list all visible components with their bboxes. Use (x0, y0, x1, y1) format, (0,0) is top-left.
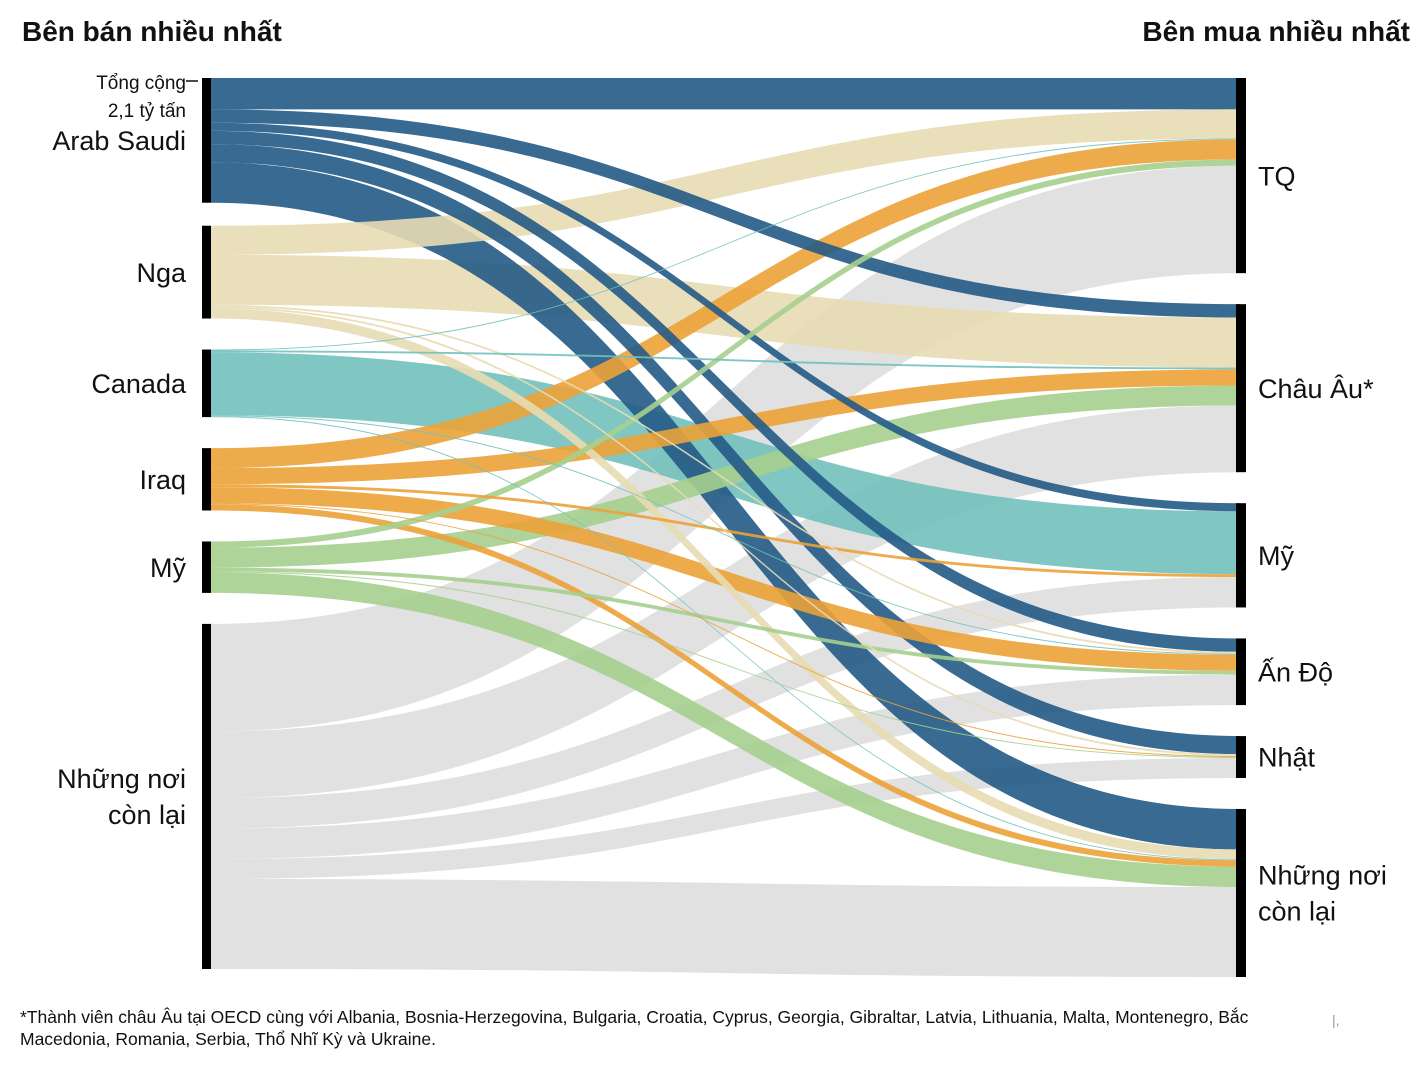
target-label-my: Mỹ (1258, 541, 1294, 571)
chart-title-left: Bên bán nhiều nhất (22, 16, 282, 47)
source-label-nga: Nga (136, 258, 187, 288)
label-layer: Arab Saudi Nga Canada Iraq Mỹ Những nơi còn lạ… (52, 126, 1386, 927)
flow-my-to-an-do (211, 567, 1240, 675)
source-label-nhung-noi-con-lai-1: Những nơi (57, 764, 186, 794)
target-bar-an-do (1236, 638, 1246, 706)
target-label-tq: TQ (1258, 161, 1296, 191)
flow-canada-to-tq (211, 138, 1240, 351)
target-label-chau-au: Châu Âu* (1258, 373, 1374, 404)
total-label: Tổng cộng 2,1 tỷ tấn (40, 70, 186, 126)
target-bar-nhung-noi-con-lai (1236, 808, 1246, 977)
source-label-my: Mỹ (150, 553, 186, 583)
source-bar-arab-saudi (202, 78, 211, 203)
flow-iraq-to-tq (211, 139, 1240, 469)
source-label-iraq: Iraq (139, 465, 186, 495)
source-bar-nga (202, 225, 211, 319)
flow-arab-saudi-to-an-do (211, 130, 1240, 652)
total-label-line-2: 2,1 tỷ tấn (107, 101, 186, 122)
target-label-nhat: Nhật (1258, 743, 1316, 773)
flow-iraq-to-nhat (211, 503, 1240, 758)
flow-iraq-to-nhung-noi-con-lai (211, 504, 1240, 867)
flow-my-to-nhat (211, 571, 1240, 758)
flow-iraq-to-chau-au (211, 369, 1240, 485)
flow-nga-to-nhat (211, 306, 1240, 757)
stray-mark: |, (1332, 1012, 1340, 1028)
source-label-nhung-noi-con-lai-2: còn lại (108, 800, 186, 830)
total-label-line-1: Tổng cộng (96, 73, 186, 94)
target-bar-chau-au (1236, 304, 1246, 473)
flow-nhung-noi-con-lai-to-my (211, 576, 1240, 829)
flow-nga-to-an-do (211, 304, 1240, 654)
flow-my-to-nhung-noi-con-lai (211, 572, 1240, 888)
target-label-an-do: Ấn Độ (1258, 656, 1333, 687)
target-label-nhung-noi-con-lai-2: còn lại (1258, 897, 1336, 927)
source-label-canada: Canada (91, 369, 187, 399)
flow-canada-to-chau-au (211, 350, 1240, 370)
target-bar-my (1236, 503, 1246, 608)
source-bar-canada (202, 349, 211, 418)
flow-arab-saudi-to-nhung-noi-con-lai (211, 162, 1240, 850)
footnote: *Thành viên châu Âu tại OECD cùng với Al… (20, 1007, 1249, 1049)
source-bar-my (202, 541, 211, 593)
flow-canada-to-my (211, 352, 1240, 575)
target-bar-nhat (1236, 736, 1246, 778)
flow-my-to-tq (211, 159, 1240, 548)
sankey-chart: Arab Saudi Nga Canada Iraq Mỹ Những nơi còn lạ… (52, 78, 1387, 977)
source-label-arab-saudi: Arab Saudi (52, 126, 186, 156)
flow-nhung-noi-con-lai-to-nhung-noi-con-lai (211, 879, 1240, 977)
flow-nhung-noi-con-lai-to-an-do (211, 674, 1240, 860)
flow-layer (211, 78, 1240, 977)
source-bar-nhung-noi-con-lai (202, 623, 211, 969)
flow-nhung-noi-con-lai-to-nhat (211, 757, 1240, 880)
source-bar-iraq (202, 448, 211, 511)
target-bar-tq (1236, 78, 1246, 274)
flow-arab-saudi-to-my (211, 122, 1240, 512)
flow-canada-to-nhung-noi-con-lai (211, 416, 1240, 861)
flow-iraq-to-an-do (211, 487, 1240, 671)
target-label-nhung-noi-con-lai-1: Những nơi (1258, 861, 1387, 891)
flow-arab-saudi-to-chau-au (211, 109, 1240, 318)
node-layer (202, 78, 1246, 977)
flow-nga-to-nhung-noi-con-lai (211, 308, 1240, 860)
flow-canada-to-an-do (211, 415, 1240, 655)
flow-arab-saudi-to-nhat (211, 144, 1240, 755)
flow-my-to-chau-au (211, 385, 1240, 568)
chart-title-right: Bên mua nhiều nhất (1142, 16, 1410, 47)
flow-arab-saudi-to-tq (211, 78, 1240, 110)
